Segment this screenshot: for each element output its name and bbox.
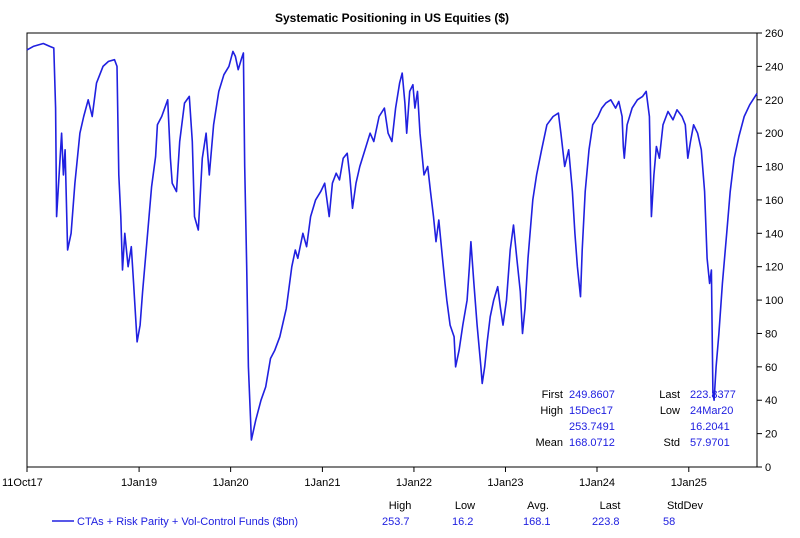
y-tick-label: 60 <box>765 362 777 374</box>
y-tick-label: 240 <box>765 61 783 73</box>
y-tick-label: 140 <box>765 228 783 240</box>
legend-header-low: Low <box>455 500 475 512</box>
chart-title: Systematic Positioning in US Equities ($… <box>275 11 509 25</box>
stat-last-value: 223.8377 <box>690 389 736 401</box>
x-tick-label: 1Jan20 <box>213 477 249 489</box>
plot-frame <box>26 32 758 468</box>
stat-first-value: 249.8607 <box>569 389 615 401</box>
x-tick-label: 1Jan25 <box>671 477 707 489</box>
x-tick-label: 1Jan19 <box>121 477 157 489</box>
stat-std-label: Std <box>663 437 680 449</box>
stat-low-date: 24Mar20 <box>690 405 733 417</box>
legend: High Low Avg. Last StdDev CTAs + Risk Pa… <box>52 500 704 528</box>
stat-high-date: 15Dec17 <box>569 405 613 417</box>
y-tick-label: 0 <box>765 462 771 474</box>
legend-header-high: High <box>389 500 412 512</box>
series-layer <box>26 42 758 441</box>
legend-series-label: CTAs + Risk Parity + Vol-Control Funds (… <box>77 516 298 528</box>
stat-last-label: Last <box>659 389 680 401</box>
y-tick-label: 160 <box>765 195 783 207</box>
x-tick-label: 11Oct17 <box>2 477 43 489</box>
stats-box: First 249.8607 Last 223.8377 High 15Dec1… <box>535 389 735 449</box>
y-tick-label: 220 <box>765 95 783 107</box>
stat-std-value: 57.9701 <box>690 437 730 449</box>
y-tick-label: 100 <box>765 295 783 307</box>
legend-header-avg: Avg. <box>527 500 549 512</box>
stat-first-label: First <box>542 389 563 401</box>
legend-value-avg: 168.1 <box>523 516 551 528</box>
y-tick-label: 180 <box>765 162 783 174</box>
x-tick-label: 1Jan24 <box>579 477 615 489</box>
y-tick-label: 260 <box>765 28 783 40</box>
legend-value-low: 16.2 <box>452 516 473 528</box>
legend-header-stddev: StdDev <box>667 500 704 512</box>
y-tick-label: 200 <box>765 128 783 140</box>
y-axis: 0 20 40 60 80 100 120 140 160 180 200 220 240 260 <box>757 28 783 474</box>
series-line <box>26 42 758 441</box>
x-tick-label: 1Jan23 <box>487 477 523 489</box>
legend-header-last: Last <box>600 500 621 512</box>
y-tick-label: 120 <box>765 262 783 274</box>
stat-high-label: High <box>540 405 563 417</box>
legend-value-stddev: 58 <box>663 516 675 528</box>
legend-value-last: 223.8 <box>592 516 620 528</box>
legend-value-high: 253.7 <box>382 516 410 528</box>
stat-low-value: 16.2041 <box>690 421 730 433</box>
stat-high-value: 253.7491 <box>569 421 615 433</box>
y-tick-label: 20 <box>765 429 777 441</box>
x-axis: 11Oct17 1Jan19 1Jan20 1Jan21 1Jan22 1Jan23 1Ja… <box>2 467 707 489</box>
y-tick-label: 40 <box>765 395 777 407</box>
stat-mean-label: Mean <box>535 437 563 449</box>
x-tick-label: 1Jan21 <box>304 477 340 489</box>
y-tick-label: 80 <box>765 328 777 340</box>
stat-low-label: Low <box>660 405 680 417</box>
stat-mean-value: 168.0712 <box>569 437 615 449</box>
x-tick-label: 1Jan22 <box>396 477 432 489</box>
